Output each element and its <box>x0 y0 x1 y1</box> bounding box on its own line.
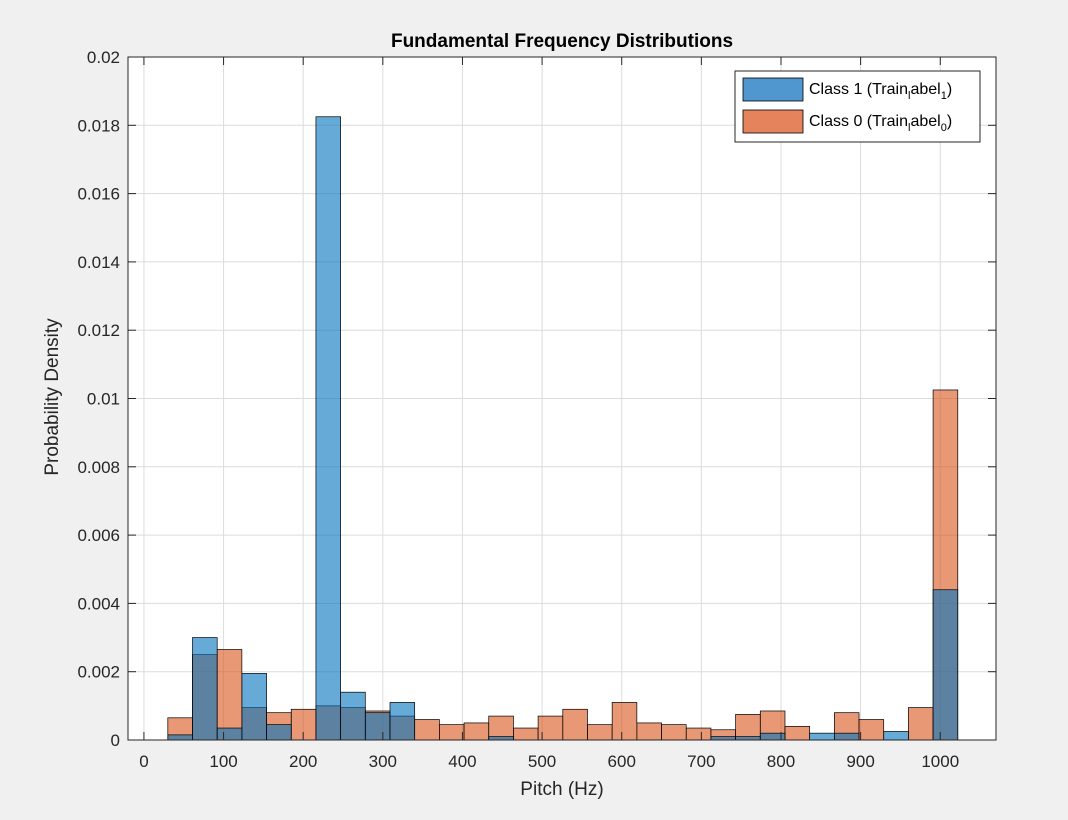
bar-class-0 <box>636 722 662 741</box>
bar-class-1 <box>883 731 909 741</box>
y-tick-label: 0.02 <box>87 48 120 67</box>
legend-label-class-1-end: ) <box>947 81 952 98</box>
x-tick-label: 400 <box>448 752 476 771</box>
bar-class-0 <box>784 725 811 741</box>
legend-label-class-1-mid: abel <box>910 81 940 98</box>
y-tick-label: 0.012 <box>77 321 120 340</box>
bar-class-0 <box>414 719 440 741</box>
legend-label-class-1-sub-num: 1 <box>941 90 947 102</box>
legend-label-class-0-mid: abel <box>910 113 940 130</box>
chart-title: Fundamental Frequency Distributions <box>391 31 733 52</box>
x-tick-label: 600 <box>608 752 636 771</box>
bar-class-0 <box>463 722 490 741</box>
bar-class-1 <box>216 727 243 741</box>
bar-class-0 <box>685 727 712 741</box>
bar-class-1 <box>389 702 416 741</box>
y-tick-label: 0.016 <box>77 185 120 204</box>
bar-class-0 <box>513 727 539 741</box>
y-tick-label: 0.004 <box>77 594 120 613</box>
y-tick-label: 0 <box>111 731 120 750</box>
bar-class-1 <box>488 736 514 741</box>
bar-class-0 <box>908 707 934 741</box>
x-tick-labels: 0 100 200 300 400 500 600 700 800 900 1000 <box>139 752 959 771</box>
axis-ticks <box>128 56 996 741</box>
y-tick-label: 0.006 <box>77 526 120 545</box>
bar-class-1 <box>710 736 736 741</box>
legend-label-class-0-sub-num: 0 <box>941 122 947 134</box>
bar-class-1 <box>192 637 218 741</box>
legend-label-class-0-sub-l: l <box>908 122 910 134</box>
bar-class-1 <box>315 116 341 741</box>
legend-label-class-1-main: Class 1 (Train <box>809 81 908 98</box>
bar-class-0 <box>216 649 243 741</box>
legend-label-class-0-end: ) <box>947 113 952 130</box>
bar-class-1 <box>833 732 860 741</box>
bar-class-1 <box>932 589 959 741</box>
bar-class-1 <box>364 712 391 741</box>
legend-label-class-1: Class 1 (Trainlabel1) <box>809 81 952 102</box>
y-tick-label: 0.014 <box>77 253 120 272</box>
x-tick-label: 200 <box>289 752 317 771</box>
x-axis-label: Pitch (Hz) <box>520 779 603 800</box>
x-tick-label: 300 <box>369 752 397 771</box>
bar-class-0 <box>587 724 613 741</box>
y-tick-label: 0.018 <box>77 116 120 135</box>
x-tick-label: 100 <box>209 752 237 771</box>
bar-class-0 <box>439 724 465 741</box>
legend-swatch-class-1 <box>742 77 804 102</box>
x-tick-label: 1000 <box>921 752 959 771</box>
bar-class-1 <box>340 691 366 741</box>
bar-class-0 <box>858 719 885 741</box>
y-tick-label: 0.008 <box>77 458 120 477</box>
x-tick-label: 0 <box>139 752 148 771</box>
x-tick-label: 500 <box>528 752 556 771</box>
bar-class-0 <box>562 708 588 741</box>
x-tick-label: 800 <box>767 752 795 771</box>
y-tick-labels: 0 0.002 0.004 0.006 0.008 0.01 0.012 0.014 0.016… <box>77 48 120 750</box>
legend-label-class-0-main: Class 0 (Train <box>809 113 908 130</box>
bar-class-1 <box>809 732 835 741</box>
legend[interactable]: Class 1 (Trainlabel1) Class 0 (Trainlabe… <box>734 70 981 143</box>
legend-label-class-0: Class 0 (Trainlabel0) <box>809 113 952 134</box>
bar-class-0 <box>661 724 687 741</box>
y-tick-label: 0.01 <box>87 390 120 409</box>
x-tick-label: 900 <box>846 752 874 771</box>
y-tick-label: 0.002 <box>77 663 120 682</box>
bar-class-0 <box>611 702 638 741</box>
legend-label-class-1-sub-l: l <box>908 90 910 102</box>
bar-class-0 <box>735 714 761 741</box>
bar-class-1 <box>266 724 292 741</box>
bar-class-1 <box>735 736 761 741</box>
bar-class-1 <box>241 673 267 741</box>
bar-class-1 <box>167 734 193 741</box>
y-axis-label: Probability Density <box>42 318 63 476</box>
legend-swatch-class-0 <box>742 109 804 134</box>
x-tick-label: 700 <box>687 752 715 771</box>
